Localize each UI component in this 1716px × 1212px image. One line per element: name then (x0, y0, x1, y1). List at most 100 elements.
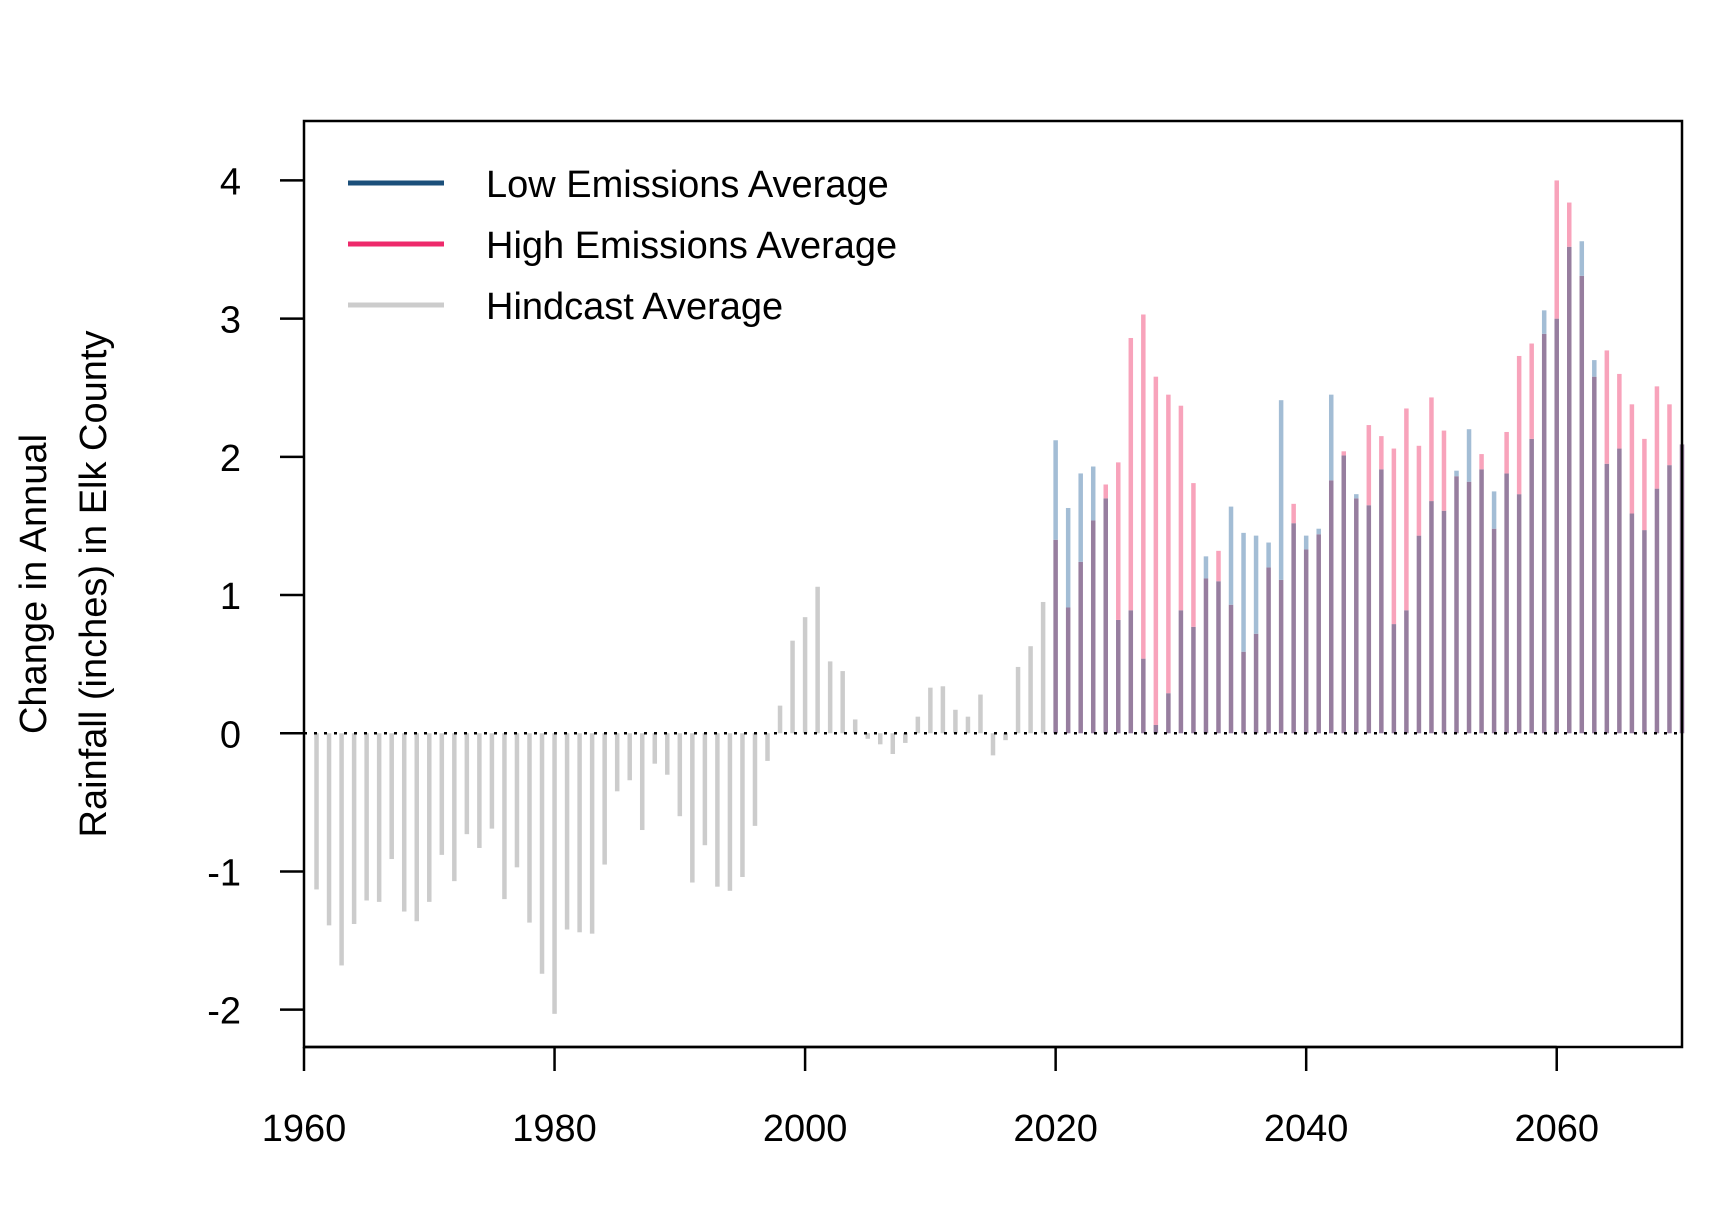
overlap-bar (1617, 448, 1622, 734)
high-emissions-bar (1391, 448, 1397, 625)
y-tick-label: 1 (220, 576, 241, 618)
overlap-bar (1441, 510, 1447, 734)
hindcast-bar (464, 733, 470, 835)
high-emissions-bar (1103, 484, 1108, 499)
overlap-bar (1642, 530, 1647, 734)
hindcast-bar (953, 709, 958, 734)
hindcast-bar (677, 733, 683, 817)
high-emissions-bar (1429, 397, 1434, 502)
overlap-bar (1479, 469, 1484, 734)
overlap-bar (1103, 498, 1108, 734)
high-emissions-bar (1291, 503, 1296, 524)
low-emissions-bar (1466, 429, 1472, 482)
hindcast-bar (802, 617, 808, 734)
y-axis-title-line-2: Rainfall (inches) in Elk County (73, 331, 115, 838)
hindcast-bar (376, 733, 382, 902)
low-emissions-bar (1491, 491, 1497, 529)
overlap-bar (1529, 438, 1534, 734)
high-emissions-bar (1667, 404, 1672, 466)
hindcast-bar (427, 733, 432, 902)
x-tick-label: 1980 (512, 1108, 597, 1150)
x-tick-label: 2060 (1514, 1108, 1599, 1150)
overlap-bar (1241, 651, 1246, 734)
hindcast-bar (527, 733, 532, 923)
overlap-bar (1516, 494, 1522, 734)
hindcast-bar (940, 686, 946, 734)
low-emissions-bar (1592, 360, 1597, 377)
high-emissions-bar (1366, 425, 1372, 506)
high-emissions-bar (1178, 405, 1184, 611)
hindcast-bar (690, 733, 695, 883)
bars-layer (314, 180, 1685, 1014)
overlap-bar (1667, 465, 1672, 734)
overlap-bar (1429, 501, 1434, 734)
hindcast-bar (777, 705, 783, 734)
hindcast-bar (765, 733, 770, 761)
high-emissions-bar (1116, 462, 1121, 620)
hindcast-bar (514, 733, 520, 868)
hindcast-bar (665, 733, 670, 775)
high-emissions-bar (1128, 337, 1134, 611)
overlap-bar (1128, 610, 1134, 734)
hindcast-bar (740, 733, 745, 878)
hindcast-bar (752, 733, 758, 826)
low-emissions-bar (1454, 470, 1459, 477)
hindcast-bar (364, 733, 369, 901)
high-emissions-bar (1441, 430, 1447, 511)
high-emissions-bar (1141, 314, 1146, 659)
overlap-bar (1541, 333, 1547, 734)
hindcast-bar (314, 733, 319, 890)
x-tick-label: 2040 (1264, 1108, 1349, 1150)
hindcast-bar (1003, 733, 1008, 741)
y-tick-label: 3 (220, 300, 241, 342)
low-emissions-bar (1303, 535, 1309, 550)
overlap-bar (1592, 376, 1597, 734)
hindcast-bar (614, 733, 620, 792)
overlap-bar (1604, 463, 1610, 734)
hindcast-bar (401, 733, 407, 912)
y-tick-label: -1 (207, 852, 241, 894)
overlap-bar (1379, 469, 1384, 734)
high-emissions-bar (1191, 483, 1196, 627)
low-emissions-bar (1203, 556, 1209, 579)
hindcast-bar (727, 733, 733, 891)
overlap-bar (1416, 535, 1422, 734)
hindcast-bar (627, 733, 632, 781)
hindcast-bar (890, 733, 896, 754)
overlap-bar (1454, 476, 1459, 734)
hindcast-bar (827, 661, 833, 734)
high-emissions-bar (1216, 550, 1221, 582)
high-emissions-bar (1604, 350, 1610, 464)
hindcast-bar (439, 733, 445, 855)
overlap-bar (1341, 455, 1347, 734)
overlap-bar (1191, 626, 1196, 734)
overlap-bar (1228, 604, 1234, 734)
y-axis-title: Change in Annual Rainfall (inches) in El… (13, 331, 115, 838)
overlap-bar (1567, 246, 1572, 734)
low-emissions-bar (1065, 507, 1071, 608)
overlap-bar (1554, 318, 1559, 734)
overlap-bar (1504, 473, 1509, 734)
hindcast-bar (852, 719, 858, 734)
x-axis: 1960 1980 2000 2020 2040 2060 (262, 1045, 1599, 1150)
overlap-bar (1629, 513, 1635, 734)
overlap-bar (1253, 633, 1259, 734)
x-tick-label: 2020 (1013, 1108, 1098, 1150)
overlap-bar (1316, 534, 1321, 734)
hindcast-bar (790, 640, 795, 734)
high-emissions-bar (1516, 355, 1522, 495)
hindcast-bar (452, 733, 457, 882)
hindcast-bar (389, 733, 394, 860)
high-emissions-bar (1642, 438, 1647, 531)
legend-label: Hindcast Average (486, 286, 783, 328)
y-tick-label: 0 (220, 714, 241, 756)
high-emissions-bar (1567, 202, 1572, 247)
y-tick-label: 2 (220, 438, 241, 480)
hindcast-bar (1015, 666, 1021, 734)
low-emissions-bar (1354, 494, 1359, 499)
overlap-bar (1291, 523, 1296, 734)
high-emissions-bar (1617, 373, 1622, 449)
overlap-bar (1078, 561, 1083, 734)
high-emissions-bar (1166, 394, 1171, 694)
